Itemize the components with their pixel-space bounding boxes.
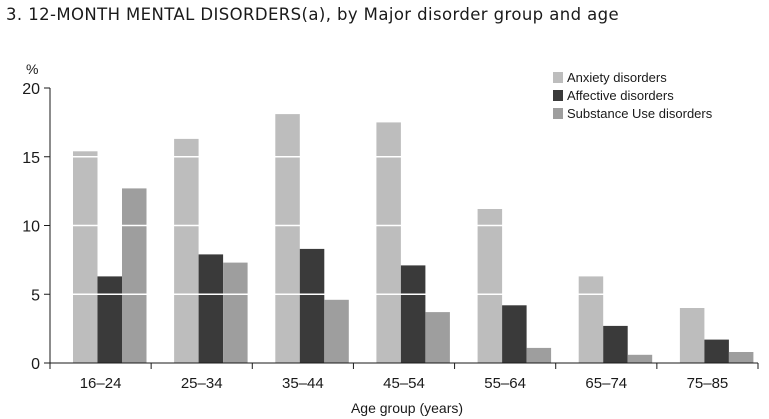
- x-tick-label-65–74: 65–74: [585, 375, 627, 392]
- bar-affective-disorders-45–54: [400, 265, 426, 363]
- legend-swatch-substance-use-disorders: [553, 108, 563, 119]
- bar-substance-use-disorders-75–85: [728, 352, 754, 363]
- bar-anxiety-disorders-16–24: [73, 151, 98, 364]
- grid-layer: [51, 156, 758, 295]
- y-tick-label-0: 0: [31, 356, 40, 373]
- bar-affective-disorders-55–64: [502, 305, 527, 364]
- bar-anxiety-disorders-75–85: [679, 308, 705, 363]
- x-tick-label-75–85: 75–85: [687, 375, 729, 392]
- bars-layer: [73, 114, 754, 364]
- bar-affective-disorders-25–34: [198, 254, 224, 363]
- axes-layer: 0 5 10 15 20 16–24 25–34 35–44 45–54 55–64 65–74 75…: [22, 81, 759, 392]
- bar-substance-use-disorders-35–44: [324, 299, 349, 364]
- bar-anxiety-disorders-65–74: [578, 276, 604, 363]
- bar-substance-use-disorders-25–34: [223, 262, 248, 363]
- x-tick-label-45–54: 45–54: [383, 375, 425, 392]
- bar-anxiety-disorders-55–64: [477, 209, 503, 363]
- legend-label-anxiety-disorders: Anxiety disorders: [567, 70, 667, 85]
- legend-swatch-anxiety-disorders: [553, 72, 563, 83]
- legend-label-affective-disorders: Affective disorders: [567, 88, 674, 103]
- y-axis-label: %: [26, 61, 38, 77]
- x-tick-label-55–64: 55–64: [484, 375, 526, 392]
- legend-label-substance-use-disorders: Substance Use disorders: [567, 106, 713, 121]
- y-tick-label-5: 5: [31, 287, 40, 304]
- bar-anxiety-disorders-45–54: [376, 122, 401, 364]
- legend-swatch-affective-disorders: [553, 90, 563, 101]
- y-tick-label-10: 10: [22, 219, 40, 236]
- bar-anxiety-disorders-25–34: [174, 138, 199, 363]
- x-tick-label-16–24: 16–24: [80, 375, 122, 392]
- bar-affective-disorders-65–74: [603, 325, 628, 363]
- chart-title: 3. 12-MONTH MENTAL DISORDERS(a), by Majo…: [6, 5, 620, 24]
- bar-substance-use-disorders-45–54: [425, 312, 450, 363]
- y-tick-label-15: 15: [22, 150, 40, 167]
- bar-affective-disorders-35–44: [299, 248, 325, 363]
- bar-anxiety-disorders-35–44: [275, 114, 300, 363]
- x-tick-label-25–34: 25–34: [181, 375, 223, 392]
- x-axis-label: Age group (years): [351, 400, 463, 416]
- bar-affective-disorders-16–24: [97, 276, 122, 363]
- x-tick-label-35–44: 35–44: [282, 375, 324, 392]
- bar-substance-use-disorders-55–64: [526, 347, 552, 363]
- legend: Anxiety disorders Affective disorders Subs…: [553, 70, 713, 121]
- bar-affective-disorders-75–85: [704, 339, 729, 363]
- bar-substance-use-disorders-16–24: [122, 188, 147, 363]
- bar-substance-use-disorders-65–74: [627, 354, 653, 364]
- y-tick-label-20: 20: [22, 81, 40, 98]
